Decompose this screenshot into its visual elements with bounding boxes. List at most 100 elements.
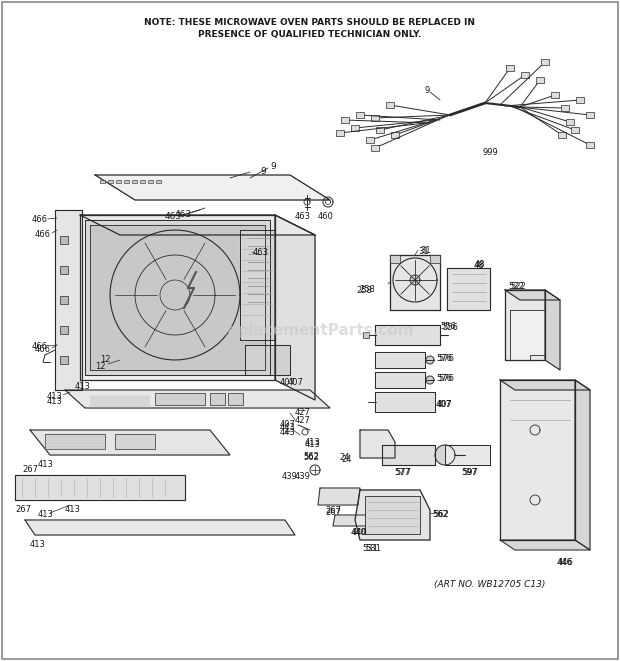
Text: 522: 522 [510,282,526,291]
Bar [571,127,579,133]
Text: 48: 48 [475,260,485,269]
Text: 413: 413 [305,440,321,449]
Text: 562: 562 [303,453,319,462]
Bar [60,236,68,244]
Text: 440: 440 [351,528,367,537]
Text: 556: 556 [442,323,458,332]
Bar [391,132,399,138]
Text: 466: 466 [35,230,51,239]
Polygon shape [447,268,490,310]
Bar [210,393,225,405]
Text: 466: 466 [32,215,48,224]
Bar [371,115,379,121]
Polygon shape [500,540,590,550]
Polygon shape [90,225,265,370]
Text: 9: 9 [424,86,430,95]
Polygon shape [55,210,82,390]
Polygon shape [85,220,270,375]
Text: 427: 427 [295,408,311,417]
Polygon shape [360,430,395,458]
Bar [371,145,379,151]
Text: 556: 556 [440,322,456,331]
Bar [140,180,145,183]
Polygon shape [95,175,330,200]
Text: 443: 443 [280,428,296,437]
Polygon shape [375,352,425,368]
Text: 413: 413 [30,540,46,549]
Text: 407: 407 [280,378,296,387]
Text: 407: 407 [288,378,304,387]
Polygon shape [435,445,455,465]
Bar [124,180,129,183]
Text: 9: 9 [260,167,266,176]
Bar [60,326,68,334]
Text: 9: 9 [270,162,276,171]
Polygon shape [375,392,435,412]
Text: 466: 466 [35,345,51,354]
Polygon shape [25,520,295,535]
Text: 407: 407 [436,400,452,409]
Text: 576: 576 [438,374,454,383]
Text: 413: 413 [75,382,91,391]
Text: 413: 413 [38,510,54,519]
Text: 443: 443 [279,423,295,432]
Text: 576: 576 [438,354,454,363]
Bar [365,496,420,534]
Bar [586,112,594,118]
Text: 577: 577 [395,468,411,477]
Polygon shape [80,215,275,380]
Text: 597: 597 [461,468,477,477]
Bar [156,180,161,183]
Text: 413: 413 [47,392,63,401]
Bar [561,105,569,111]
Polygon shape [30,430,230,455]
Bar [536,77,544,83]
Text: 413: 413 [305,438,321,447]
Text: 463: 463 [175,210,192,219]
Polygon shape [318,488,360,505]
Text: 258: 258 [359,285,375,294]
Text: 407: 407 [437,400,453,409]
Text: 24: 24 [342,455,352,464]
Text: 12: 12 [100,355,110,364]
Polygon shape [410,275,420,285]
Polygon shape [505,290,545,360]
Bar [376,127,384,133]
Polygon shape [245,345,290,375]
Bar [60,356,68,364]
Bar [566,119,574,125]
Text: 531: 531 [362,544,378,553]
Bar [228,393,243,405]
Text: 999: 999 [482,148,498,157]
Polygon shape [275,215,315,400]
Text: 12: 12 [95,362,105,371]
Polygon shape [426,356,434,364]
Text: 427: 427 [295,416,311,425]
Text: ←: ← [285,430,291,436]
Text: 267: 267 [15,505,31,514]
Text: eReplacementParts.com: eReplacementParts.com [206,323,414,338]
Bar [108,180,113,183]
Text: 267: 267 [22,465,38,474]
Bar [115,434,155,449]
Text: 463: 463 [165,212,182,221]
Polygon shape [15,475,185,500]
Text: 531: 531 [365,544,381,553]
Polygon shape [375,325,440,345]
Text: 407: 407 [280,420,296,429]
Text: 576: 576 [436,354,452,363]
Bar [541,59,549,65]
Polygon shape [355,490,430,540]
Bar [148,180,153,183]
Bar [100,180,105,183]
Text: 413: 413 [65,505,81,514]
Text: 267: 267 [325,508,341,517]
Bar [586,142,594,148]
Bar [366,137,374,143]
Text: 522: 522 [508,282,524,291]
Text: NOTE: THESE MICROWAVE OVEN PARTS SHOULD BE REPLACED IN: NOTE: THESE MICROWAVE OVEN PARTS SHOULD … [144,18,476,27]
Bar [351,125,359,131]
Text: 466: 466 [32,342,48,351]
Polygon shape [505,290,560,300]
Bar [576,97,584,103]
